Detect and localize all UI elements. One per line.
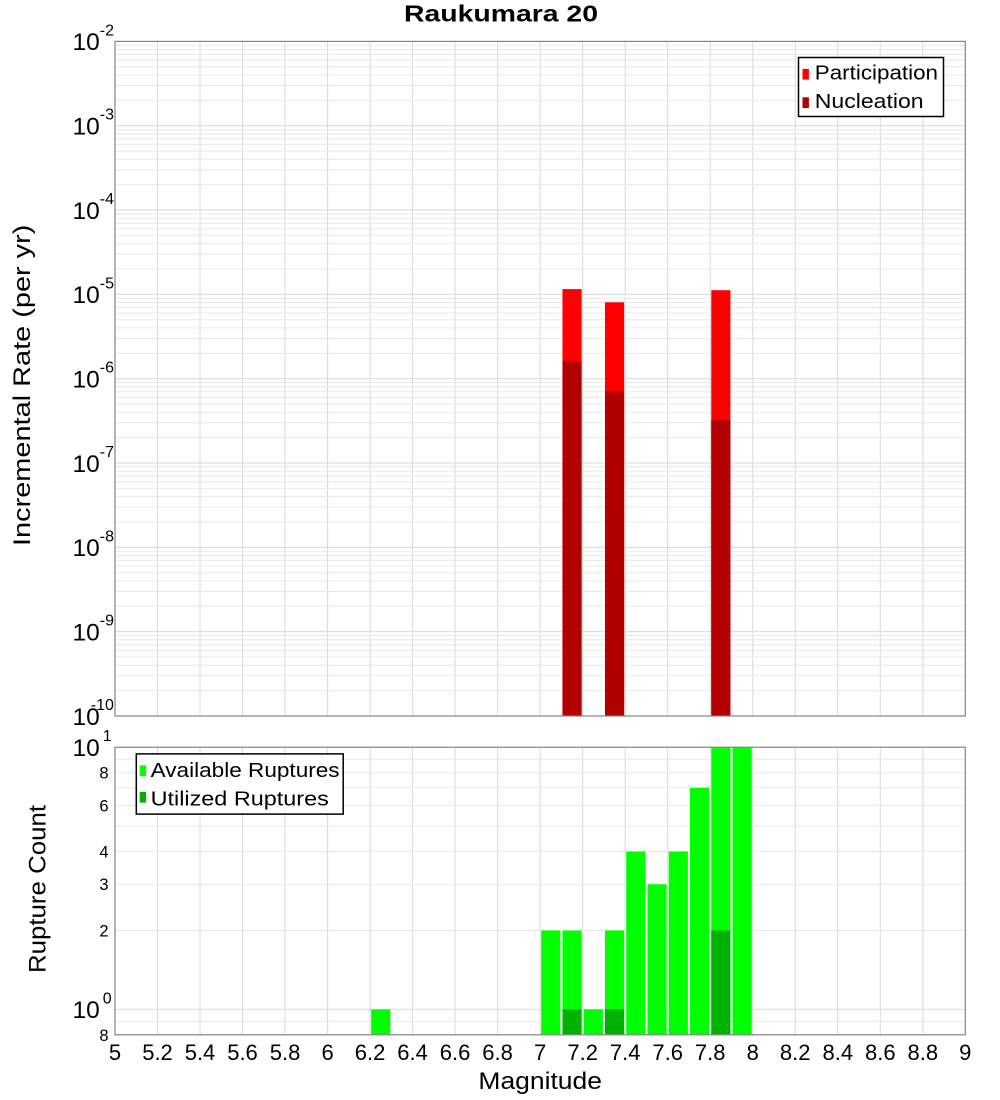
svg-text:5.2: 5.2 [142, 1040, 173, 1065]
svg-text:2: 2 [99, 922, 108, 940]
svg-text:6.6: 6.6 [440, 1040, 471, 1065]
svg-text:8: 8 [747, 1040, 759, 1065]
svg-text:6.2: 6.2 [355, 1040, 386, 1065]
svg-text:9: 9 [959, 1040, 971, 1065]
svg-text:7.4: 7.4 [610, 1040, 641, 1065]
svg-text:Nucleation: Nucleation [815, 91, 924, 113]
svg-text:Magnitude: Magnitude [478, 1068, 602, 1095]
svg-text:Available Ruptures: Available Ruptures [151, 760, 340, 782]
svg-text:8.4: 8.4 [823, 1040, 854, 1065]
svg-text:7.2: 7.2 [567, 1040, 598, 1065]
svg-text:5.4: 5.4 [185, 1040, 216, 1065]
svg-text:8.8: 8.8 [908, 1040, 939, 1065]
svg-text:6: 6 [99, 797, 108, 815]
svg-text:7.8: 7.8 [695, 1040, 726, 1065]
svg-text:6: 6 [321, 1040, 333, 1065]
svg-text:8.2: 8.2 [780, 1040, 811, 1065]
svg-text:7.6: 7.6 [652, 1040, 683, 1065]
svg-text:6.8: 6.8 [482, 1040, 513, 1065]
svg-text:Incremental Rate (per yr): Incremental Rate (per yr) [9, 225, 36, 546]
svg-text:Rupture Count: Rupture Count [25, 805, 52, 973]
svg-text:8: 8 [99, 1027, 108, 1045]
svg-text:Participation: Participation [815, 63, 938, 85]
svg-text:6.4: 6.4 [397, 1040, 428, 1065]
svg-text:8.6: 8.6 [865, 1040, 896, 1065]
svg-text:5.8: 5.8 [270, 1040, 301, 1065]
svg-text:3: 3 [99, 876, 108, 894]
svg-text:Utilized Ruptures: Utilized Ruptures [151, 788, 329, 810]
svg-text:5.6: 5.6 [227, 1040, 258, 1065]
svg-text:5: 5 [109, 1040, 121, 1065]
svg-text:8: 8 [99, 765, 108, 783]
svg-text:7: 7 [534, 1040, 546, 1065]
svg-text:4: 4 [99, 844, 108, 862]
svg-text:Raukumara 20: Raukumara 20 [404, 1, 598, 27]
